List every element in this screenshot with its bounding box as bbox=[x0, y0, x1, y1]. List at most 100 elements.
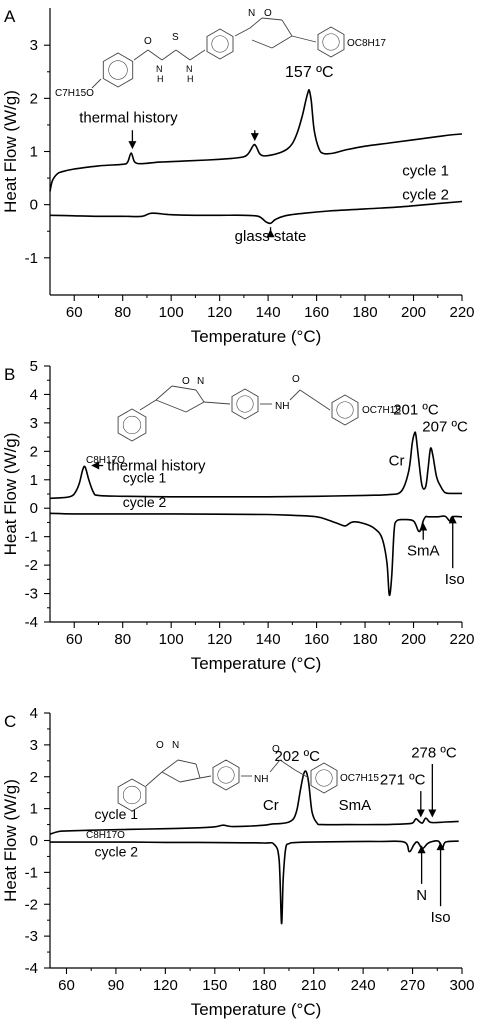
x-tick-label: 180 bbox=[353, 631, 378, 648]
structure-bond bbox=[249, 17, 263, 29]
x-tick-label: 240 bbox=[351, 977, 376, 994]
x-tick-label: 210 bbox=[301, 977, 326, 994]
structure-ring-inner bbox=[122, 785, 142, 805]
structure-bond bbox=[189, 49, 206, 61]
x-tick-label: 220 bbox=[449, 631, 474, 648]
chart-panel-b: B 60 80 100 120 140 160 180 200 220 -4 -3 -2 -1 0 1 2 3 4 5… bbox=[1, 358, 475, 673]
y-tick-label: 0 bbox=[30, 500, 38, 517]
x-tick-label: 140 bbox=[256, 631, 281, 648]
annotation-arrowhead bbox=[417, 845, 426, 854]
annotation-arrowhead bbox=[266, 229, 275, 238]
atom-label: N bbox=[186, 64, 193, 74]
x-tick-label: 120 bbox=[153, 977, 178, 994]
y-tick-label: -2 bbox=[25, 896, 38, 913]
structure-ring-inner bbox=[108, 60, 128, 80]
y-tick-label: -1 bbox=[25, 529, 38, 546]
annotation-label: SmA bbox=[407, 543, 440, 560]
structure-bond bbox=[145, 771, 163, 787]
y-tick-label: 1 bbox=[30, 144, 38, 161]
series-line bbox=[50, 839, 459, 925]
x-tick-label: 180 bbox=[353, 304, 378, 321]
structure-ring bbox=[206, 28, 234, 60]
atom-label: H bbox=[187, 74, 194, 84]
alkyl-left: C7H15O bbox=[55, 88, 94, 99]
x-tick-label: 140 bbox=[256, 304, 281, 321]
y-tick-label: 3 bbox=[30, 37, 38, 54]
structure-bond bbox=[177, 759, 197, 765]
x-axis-label: Temperature (°C) bbox=[191, 654, 322, 673]
structure-bond bbox=[281, 19, 293, 37]
x-tick-label: 150 bbox=[202, 977, 227, 994]
annotation-arrowhead bbox=[91, 461, 100, 470]
structure-ring bbox=[331, 394, 359, 426]
x-tick-label: 220 bbox=[449, 304, 474, 321]
annotation-label: Iso bbox=[431, 909, 451, 926]
structure-ring-inner bbox=[122, 415, 142, 435]
structure-ring-inner bbox=[211, 35, 229, 53]
structure-ring-inner bbox=[336, 401, 354, 419]
structure-ring-inner bbox=[236, 395, 254, 413]
series-line bbox=[49, 770, 459, 835]
y-tick-label: 2 bbox=[30, 443, 38, 460]
x-tick-label: 200 bbox=[401, 304, 426, 321]
annotation-arrowhead bbox=[419, 522, 428, 531]
atom-label: NH bbox=[254, 774, 268, 785]
y-tick-label: 4 bbox=[30, 386, 38, 403]
annotation-label: thermal history bbox=[79, 109, 178, 126]
annotation-arrowhead bbox=[436, 842, 445, 851]
annotation-arrowhead bbox=[448, 515, 457, 524]
structure-bond bbox=[161, 759, 179, 773]
alkyl-left: C8H17O bbox=[86, 455, 125, 466]
annotation-label: Cr bbox=[389, 453, 405, 470]
x-tick-label: 160 bbox=[304, 304, 329, 321]
structure-bond bbox=[299, 389, 316, 401]
series-1 bbox=[49, 431, 463, 500]
structure-bond bbox=[161, 771, 181, 783]
atom-label: NH bbox=[275, 401, 289, 412]
atom-label: O bbox=[272, 744, 280, 755]
structure-bond bbox=[155, 399, 187, 413]
x-tick-label: 80 bbox=[114, 304, 131, 321]
atom-label: O bbox=[264, 8, 272, 19]
atom-label: O bbox=[292, 374, 300, 385]
series-line bbox=[49, 200, 463, 225]
annotation-label: N bbox=[416, 887, 427, 904]
structure-ring bbox=[117, 778, 147, 812]
x-tick-label: 60 bbox=[66, 304, 83, 321]
annotation-arrowhead bbox=[416, 809, 425, 818]
annotation-label: cycle 2 bbox=[94, 843, 138, 859]
y-tick-label: 2 bbox=[30, 769, 38, 786]
series-line bbox=[49, 512, 463, 597]
panel-letter: B bbox=[4, 365, 15, 384]
annotation-label: 157 ºC bbox=[285, 64, 334, 81]
annotation-label: cycle 1 bbox=[94, 806, 138, 822]
structure-bond bbox=[91, 78, 102, 89]
annotation-label: cycle 1 bbox=[402, 162, 449, 179]
structure-ring-inner bbox=[315, 769, 333, 787]
structure-bond bbox=[291, 35, 317, 43]
y-tick-label: -2 bbox=[25, 557, 38, 574]
atom-label: N bbox=[197, 376, 204, 387]
x-axis-label: Temperature (°C) bbox=[191, 1000, 322, 1019]
x-tick-label: 300 bbox=[449, 977, 474, 994]
annotation-label: SmA bbox=[339, 797, 372, 814]
panel-letter: C bbox=[4, 712, 16, 731]
atom-label: S bbox=[172, 32, 179, 43]
structure-ring bbox=[317, 26, 345, 58]
annotation-label: 278 ºC bbox=[411, 745, 457, 762]
y-axis-label: Heat Flow (W/g) bbox=[1, 90, 20, 213]
x-tick-label: 120 bbox=[207, 304, 232, 321]
structure-bond bbox=[195, 763, 201, 779]
series-line bbox=[49, 88, 463, 192]
alkyl-right: OC7H15 bbox=[362, 405, 401, 416]
y-tick-label: 2 bbox=[30, 90, 38, 107]
structure-bond bbox=[289, 389, 301, 401]
x-tick-label: 120 bbox=[207, 631, 232, 648]
series-1 bbox=[49, 88, 463, 192]
structure-bond bbox=[269, 759, 281, 773]
structure-bond bbox=[203, 401, 231, 405]
